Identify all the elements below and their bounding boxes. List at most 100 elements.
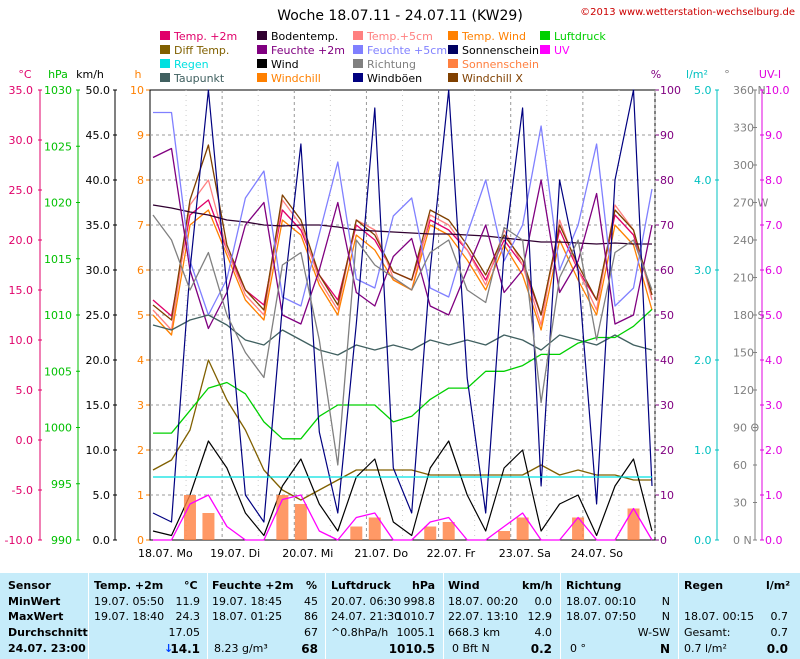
legend-label: Luftdruck — [554, 30, 606, 43]
legend-swatch — [160, 59, 170, 68]
axis-tick-label: 80 — [660, 174, 674, 187]
axis-tick-label: 9.0 — [765, 129, 783, 142]
axis-tick-label: 3 — [137, 399, 144, 412]
axis-tick-label: 2.0 — [765, 444, 783, 457]
legend-swatch — [160, 45, 170, 54]
axis-tick-label: 8.0 — [765, 174, 783, 187]
legend-label: Wind — [271, 58, 299, 71]
x-axis-labels: 18.07. Mo 19.07. Di 20.07. Mi 21.07. Do 22.0… — [138, 547, 623, 560]
axis-tick-label: 1.0 — [694, 444, 712, 457]
legend-label: Taupunkt — [173, 72, 225, 85]
axis-tick-label: 300 — [733, 159, 754, 172]
x-tick-label: 21.07. Do — [354, 547, 408, 560]
column-separator — [678, 573, 679, 659]
axis-tick-label: 50.0 — [86, 84, 111, 97]
axis-tick-label: 330 — [733, 122, 754, 135]
header-luftdruck-unit: hPa — [412, 579, 436, 592]
axis-tick-label: 15.0 — [86, 399, 111, 412]
axis-tick-label: 1.0 — [765, 489, 783, 502]
feuchte-avg-value: 67 — [304, 626, 318, 639]
axis-tick-label: 990 — [51, 534, 72, 547]
series-line — [153, 494, 653, 541]
header-regen-unit: l/m² — [766, 579, 791, 592]
column-separator — [560, 573, 561, 659]
legend-label: Temp.+5cm — [366, 30, 433, 43]
legend-label: Windchill — [271, 72, 321, 85]
axis-tick-label: 2 — [137, 444, 144, 457]
legend-label: Temp. Wind — [461, 30, 526, 43]
axis-tick-label: -5.0 — [12, 484, 33, 497]
legend-label: Windböen — [367, 72, 422, 85]
regen-total-value: 0.7 — [770, 626, 789, 639]
legend-label: Temp. +2m — [173, 30, 237, 43]
legend-swatch — [257, 31, 267, 40]
header-wind-unit: km/h — [522, 579, 553, 592]
sun-bar — [350, 526, 363, 540]
x-tick-label: 19.07. Di — [210, 547, 260, 560]
temp-trend-arrow-icon: ↓ — [164, 642, 174, 655]
wind-max-value: 12.9 — [527, 610, 553, 623]
temp-max-value: 24.3 — [175, 610, 201, 623]
axis-tick-label: 10.0 — [9, 334, 34, 347]
axis-tick-label: 5 — [137, 309, 144, 322]
header-temp: Temp. +2m — [94, 579, 164, 592]
axis-tick-label: 0.0 — [694, 534, 712, 547]
series-line — [152, 440, 653, 537]
x-tick-label: 22.07. Fr — [427, 547, 476, 560]
legend-label: Sonnenschein — [462, 44, 539, 57]
regen-hour: 0.7 l/m² — [684, 642, 727, 655]
sun-bar — [276, 495, 289, 540]
richtung-min-value: N — [661, 595, 670, 608]
axis-tick-label: 70 — [660, 219, 674, 232]
stats-table: Sensor Temp. +2m °C Feuchte +2m % Luftdr… — [0, 573, 800, 659]
axis-tick-label: 40.0 — [86, 174, 111, 187]
series-line — [152, 359, 652, 501]
axis-tick-label: 20 — [660, 444, 674, 457]
sun-bar — [498, 531, 511, 540]
regen-total-label: Gesamt: — [684, 626, 731, 639]
sun-bar — [368, 517, 381, 540]
axis-tick-label: 2.0 — [694, 354, 712, 367]
legend-swatch — [540, 31, 550, 40]
axis-tick-label: 0 — [137, 534, 144, 547]
temp-max-time: 19.07. 18:40 — [94, 610, 165, 623]
legend-label: Sonnenschein — [462, 58, 539, 71]
header-temp-unit: °C — [184, 579, 198, 592]
axis-tick-label: 9 — [137, 129, 144, 142]
axis-tick-label: 8 — [137, 174, 144, 187]
axis-tick-label: 210 — [733, 272, 754, 285]
sun-bar — [572, 517, 585, 540]
axis-tick-label: 10.0 — [86, 444, 111, 457]
x-tick-label: 24.07. So — [571, 547, 623, 560]
axis-tick-label: 3.0 — [694, 264, 712, 277]
axis-tick-label: 995 — [51, 478, 72, 491]
richtung-max-value: N — [661, 610, 670, 623]
axis-tick-label: 0 N — [733, 534, 752, 547]
axis-tick-label: 1005 — [44, 365, 72, 378]
axis-tick-label: 35.0 — [9, 84, 34, 97]
regen-max-value: 0.7 — [770, 610, 789, 623]
row-label-max: MaxWert — [8, 610, 64, 623]
axes: °C35.030.025.020.015.010.05.00.0-5.0-10.… — [5, 68, 790, 547]
feuchte-min-time: 19.07. 18:45 — [212, 595, 283, 608]
axis-tick-label: 3.0 — [765, 399, 783, 412]
legend-swatch — [353, 59, 363, 68]
header-luftdruck: Luftdruck — [331, 579, 391, 592]
legend-label: Windchill X — [462, 72, 523, 85]
axis-unit: l/m² — [686, 68, 708, 81]
header-richtung: Richtung — [566, 579, 622, 592]
axis-tick-label: 90 O — [733, 422, 759, 435]
x-tick-label: 18.07. Mo — [138, 547, 193, 560]
legend-label: Bodentemp. — [271, 30, 338, 43]
axis-tick-label: 25.0 — [9, 184, 34, 197]
chart-title: Woche 18.07.11 - 24.07.11 (KW29) — [277, 8, 523, 24]
wind-avg-value: 4.0 — [534, 626, 553, 639]
temp-min-value: 11.9 — [175, 595, 201, 608]
legend-swatch — [540, 45, 550, 54]
luftdruck-min-time: 20.07. 06:30 — [331, 595, 402, 608]
luftdruck-current-value: 1010.5 — [388, 642, 435, 656]
luftdruck-min-value: 998.8 — [403, 595, 436, 608]
luftdruck-trend: ^0.8hPa/h — [331, 626, 389, 639]
grid — [150, 90, 656, 540]
axis-tick-label: 25.0 — [86, 309, 111, 322]
